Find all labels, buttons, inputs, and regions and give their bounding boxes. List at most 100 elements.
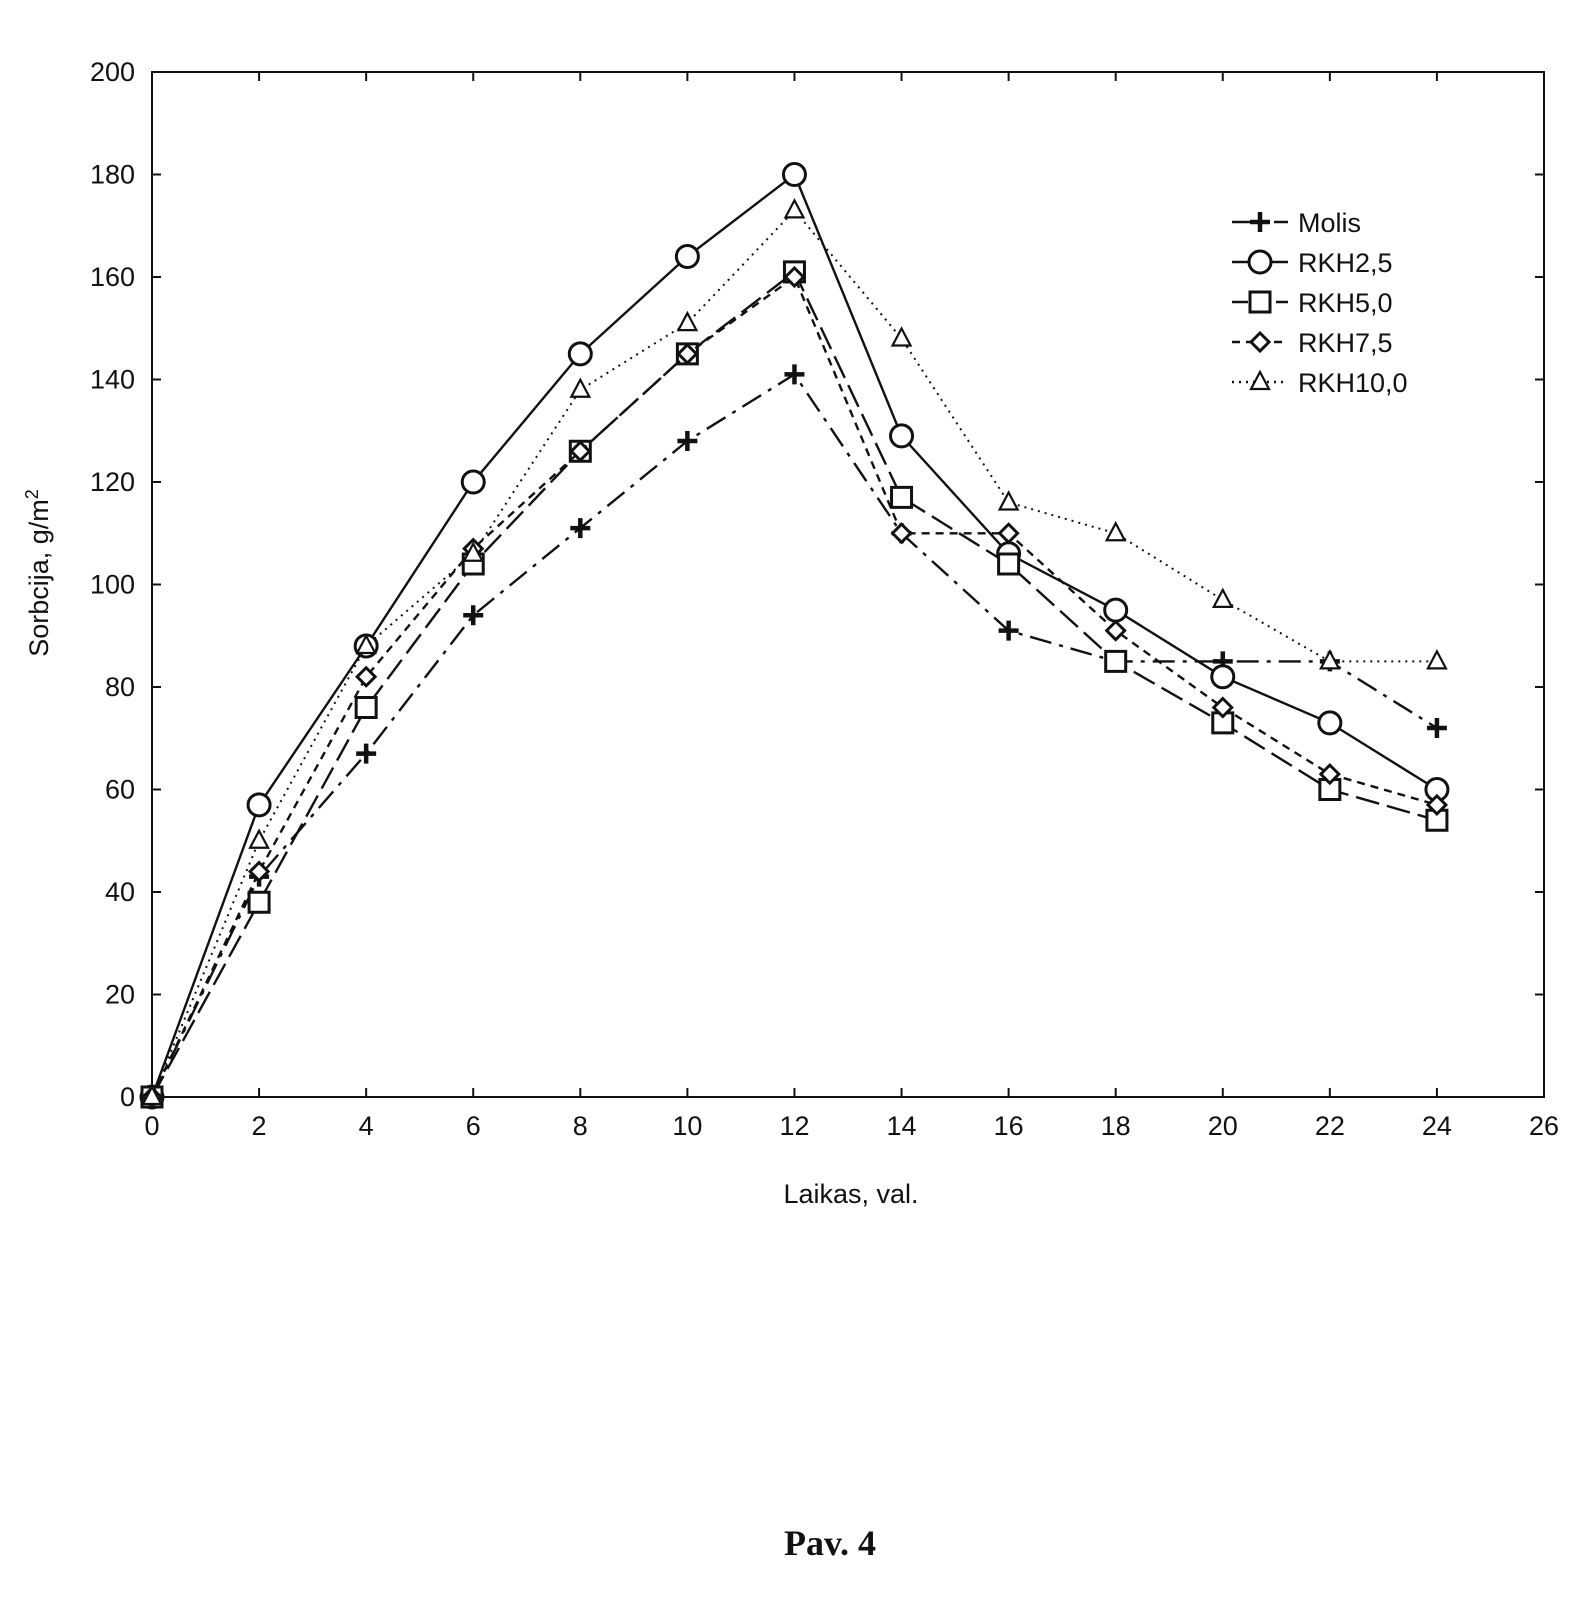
x-tick-label: 8 (573, 1111, 588, 1141)
data-point-molis (784, 364, 805, 385)
axes: 0 2 4 6 8 10 12 14 16 18 20 22 24 2602040608010012014… (90, 57, 1559, 1141)
data-point-rkh10-0 (676, 310, 699, 332)
x-tick-label: 16 (994, 1111, 1024, 1141)
legend-item-rkh10-0: RKH10,0 (1232, 368, 1408, 398)
x-tick-label: 12 (779, 1111, 809, 1141)
data-point-rkh2-5 (1210, 664, 1236, 690)
data-point-molis (356, 743, 377, 764)
data-point-molis (677, 431, 698, 451)
data-point-rkh7-5 (1211, 696, 1234, 719)
data-point-rkh2-5 (781, 162, 807, 187)
legend-label-molis: Molis (1298, 208, 1361, 238)
data-point-rkh5-0 (1104, 649, 1128, 673)
data-point-molis (570, 518, 591, 539)
data-point-rkh10-0 (1426, 649, 1448, 670)
data-point-rkh10-0 (1104, 520, 1127, 542)
legend-item-rkh2-5: RKH2,5 (1232, 248, 1393, 278)
x-tick-label: 2 (252, 1111, 267, 1141)
data-point-molis (463, 605, 484, 626)
y-tick-label: 40 (105, 877, 135, 907)
y-tick-label: 60 (105, 775, 135, 805)
data-point-rkh2-5 (1103, 597, 1129, 623)
data-point-rkh10-0 (783, 198, 806, 219)
data-point-rkh10-0 (1319, 649, 1341, 670)
y-tick-label: 80 (105, 672, 135, 702)
y-tick-label: 180 (90, 160, 135, 190)
x-tick-label: 10 (672, 1111, 702, 1141)
legend-item-rkh7-5: RKH7,5 (1232, 328, 1393, 358)
series-rkh10-0 (141, 198, 1448, 1106)
data-point-rkh7-5 (247, 860, 271, 883)
series-molis (142, 364, 1447, 1107)
data-point-rkh10-0 (1211, 587, 1234, 608)
series-line-rkh2-5 (150, 172, 1438, 1098)
legend-label-rkh2-5: RKH2,5 (1298, 248, 1393, 278)
x-tick-label: 20 (1208, 1111, 1238, 1141)
y-tick-label: 160 (90, 262, 135, 292)
sorption-line-chart: 0 2 4 6 8 10 12 14 16 18 20 22 24 2602040608010012014… (22, 57, 1559, 1209)
data-point-rkh10-0 (248, 828, 270, 849)
data-point-rkh5-0 (247, 890, 271, 914)
data-point-rkh2-5 (674, 244, 700, 269)
legend-item-molis: Molis (1232, 208, 1361, 238)
y-axis-label-superscript: 2 (22, 489, 42, 499)
data-point-rkh2-5 (246, 792, 272, 818)
y-tick-label: 140 (90, 365, 135, 395)
data-point-rkh2-5 (889, 423, 915, 449)
y-axis-label-text: Sorbcija, g/m (24, 499, 54, 657)
data-point-rkh7-5 (783, 265, 806, 289)
data-point-rkh10-0 (141, 1084, 163, 1106)
data-point-rkh7-5 (890, 522, 913, 545)
y-tick-label: 20 (105, 980, 135, 1010)
data-point-rkh5-0 (354, 696, 378, 719)
legend-marker-rkh5-0 (1248, 290, 1272, 314)
series-rkh7-5 (140, 265, 1449, 1109)
data-point-rkh7-5 (1104, 619, 1127, 642)
y-axis-label: Sorbcija, g/m2 (22, 489, 54, 657)
x-tick-label: 0 (144, 1111, 159, 1141)
legend: Molis RKH2,5 RKH5,0 RKH7,5 RKH10,0 (1232, 208, 1408, 398)
x-tick-label: 24 (1422, 1111, 1452, 1141)
data-point-rkh7-5 (569, 440, 592, 463)
y-tick-label: 100 (90, 570, 135, 600)
legend-item-rkh5-0: RKH5,0 (1232, 288, 1393, 318)
y-tick-label: 200 (90, 57, 135, 87)
legend-label-rkh10-0: RKH10,0 (1298, 368, 1408, 398)
series-line-molis (150, 372, 1438, 1098)
legend-marker-rkh2-5 (1247, 249, 1273, 275)
y-tick-label: 120 (90, 467, 135, 497)
x-tick-label: 26 (1529, 1111, 1559, 1141)
legend-marker-rkh7-5 (1248, 330, 1272, 354)
data-point-molis (1426, 718, 1447, 738)
legend-marker-rkh10-0 (1249, 369, 1271, 391)
data-point-rkh10-0 (997, 490, 1020, 511)
series-line-rkh10-0 (151, 208, 1437, 1098)
x-tick-label: 22 (1315, 1111, 1345, 1141)
legend-label-rkh7-5: RKH7,5 (1298, 328, 1393, 358)
x-tick-label: 6 (466, 1111, 481, 1141)
legend-marker-molis (1250, 212, 1270, 232)
data-point-rkh7-5 (1318, 763, 1341, 786)
data-point-rkh7-5 (997, 522, 1020, 545)
data-point-rkh2-5 (460, 469, 486, 495)
data-point-rkh7-5 (1425, 793, 1449, 816)
x-axis-label: Laikas, val. (783, 1179, 918, 1209)
data-point-rkh7-5 (355, 665, 378, 688)
data-point-rkh2-5 (1317, 710, 1343, 736)
data-point-rkh5-0 (890, 485, 914, 509)
y-tick-label: 0 (120, 1082, 135, 1112)
data-point-rkh10-0 (462, 541, 485, 562)
x-tick-label: 18 (1101, 1111, 1131, 1141)
data-point-molis (998, 620, 1019, 641)
data-point-rkh10-0 (569, 377, 592, 398)
data-point-rkh7-5 (676, 342, 699, 365)
figure-caption: Pav. 4 (783, 1523, 876, 1563)
x-tick-label: 14 (887, 1111, 917, 1141)
legend-label-rkh5-0: RKH5,0 (1298, 288, 1393, 318)
data-point-rkh10-0 (355, 633, 377, 655)
data-point-rkh10-0 (890, 326, 913, 347)
x-tick-label: 4 (359, 1111, 374, 1141)
data-point-rkh2-5 (567, 341, 593, 367)
data-point-rkh5-0 (997, 552, 1021, 576)
series-group (139, 162, 1450, 1110)
